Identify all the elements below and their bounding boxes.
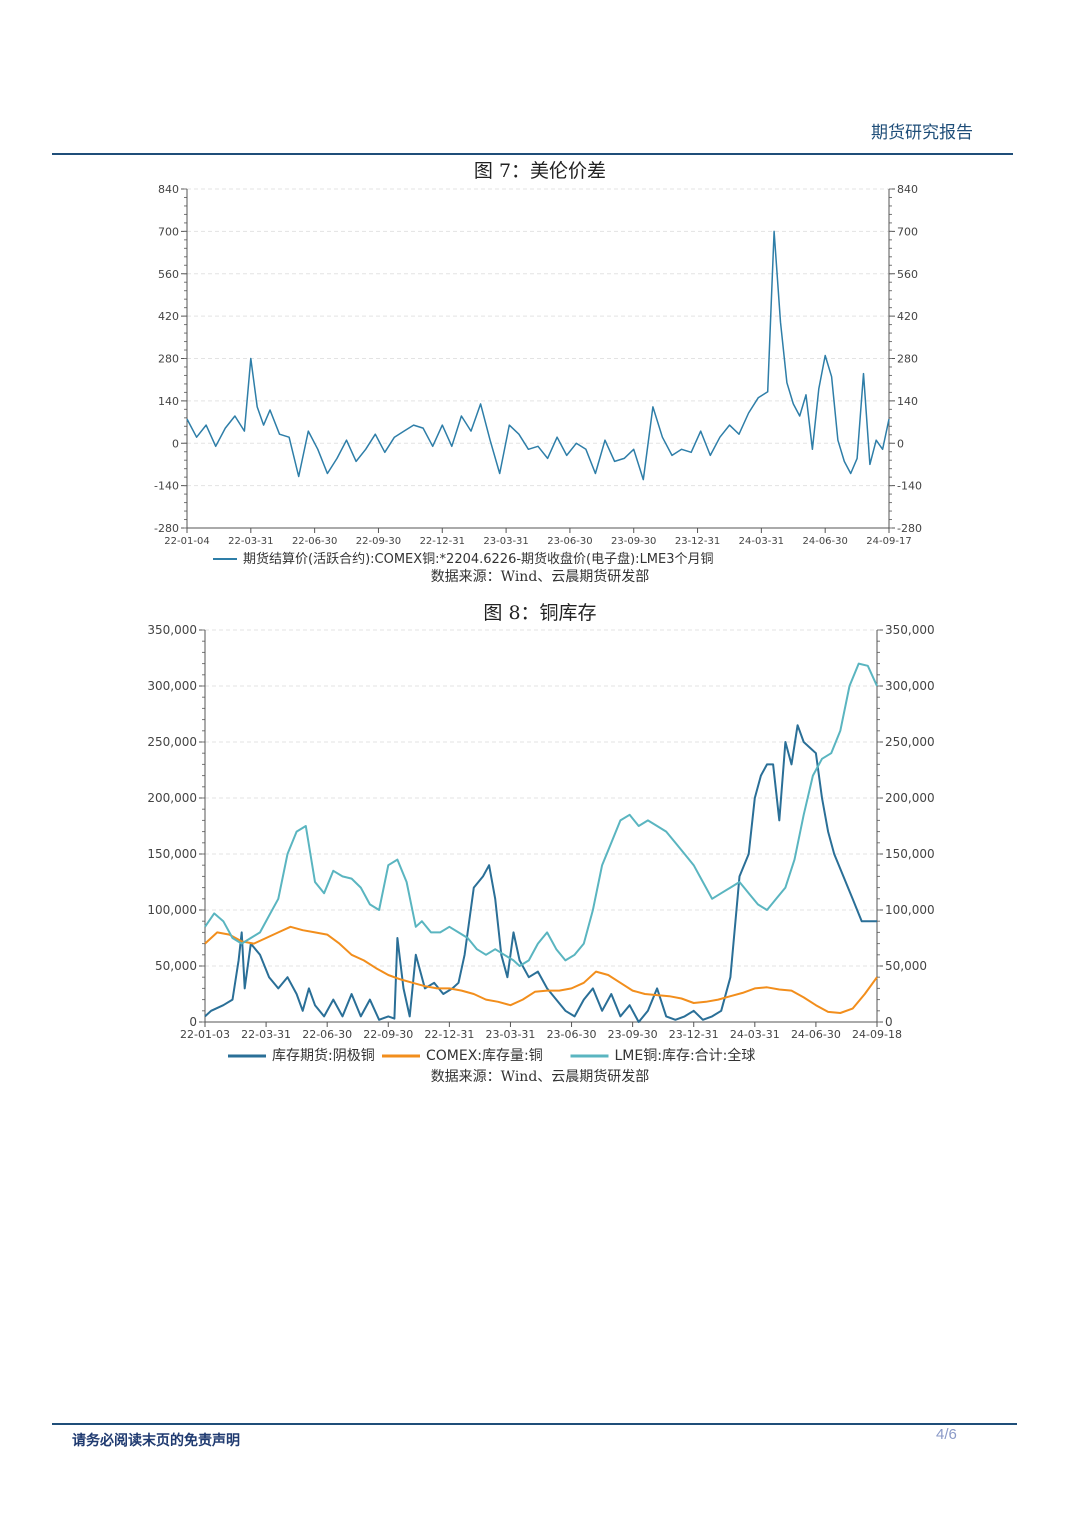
y-tick-label-right: 150,000 — [885, 847, 935, 861]
figure-8-title: 图 8：铜库存 — [483, 602, 597, 624]
y-tick-label-right: -280 — [897, 522, 922, 535]
x-tick-label: 22-12-31 — [420, 536, 465, 547]
figure-7-source: 数据来源：Wind、云晨期货研发部 — [430, 569, 650, 585]
y-tick-label: -140 — [154, 480, 179, 493]
y-tick-label-right: 280 — [897, 353, 918, 366]
series-line-1 — [204, 724, 877, 1023]
x-tick-label: 22-01-03 — [180, 1028, 230, 1041]
series-line-1 — [186, 230, 890, 481]
y-tick-label-right: 700 — [897, 225, 918, 238]
footer-divider — [52, 1423, 1017, 1425]
x-tick-label: 24-06-30 — [802, 536, 847, 547]
y-tick-label-right: 200,000 — [885, 791, 935, 805]
series-line-3 — [204, 662, 878, 967]
copper-inventory-chart: 0 0 50,000 50,000 100,000 100,000 150,000 150,0… — [147, 623, 935, 1064]
y-tick-label: 0 — [189, 1015, 197, 1029]
y-tick-label: 840 — [158, 183, 179, 196]
y-tick-label: 250,000 — [147, 735, 197, 749]
y-tick-label-right: 420 — [897, 310, 918, 323]
x-tick-label: 23-03-31 — [483, 536, 528, 547]
x-tick-label: 22-03-31 — [241, 1028, 291, 1041]
legend-label: LME铜:库存:合计:全球 — [615, 1047, 756, 1064]
x-tick-label: 22-06-30 — [292, 536, 337, 547]
page-number: 4/6 — [936, 1426, 957, 1443]
x-tick-label: 22-03-31 — [228, 536, 273, 547]
y-tick-label-right: 250,000 — [885, 735, 935, 749]
figure-8-source: 数据来源：Wind、云晨期货研发部 — [430, 1069, 650, 1085]
y-tick-label: 0 — [172, 437, 179, 450]
x-tick-label: 24-06-30 — [791, 1028, 841, 1041]
legend-label: 期货结算价(活跃合约):COMEX铜:*2204.6226-期货收盘价(电子盘)… — [243, 551, 714, 565]
x-tick-label: 22-12-31 — [424, 1028, 474, 1041]
price-spread-chart: -280 -280 -140 -140 0 0 140 140 280 280 420 420 560 5… — [154, 183, 922, 565]
x-tick-label: 23-03-31 — [485, 1028, 535, 1041]
y-tick-label: 280 — [158, 353, 179, 366]
y-tick-label: 50,000 — [155, 959, 197, 973]
x-tick-label: 23-06-30 — [547, 1028, 597, 1041]
y-tick-label-right: 350,000 — [885, 623, 935, 637]
y-tick-label-right: 560 — [897, 268, 918, 281]
y-tick-label: -280 — [154, 522, 179, 535]
x-tick-label: 24-09-18 — [852, 1028, 902, 1041]
legend-label: COMEX:库存量:铜 — [426, 1048, 543, 1064]
y-tick-label-right: 0 — [885, 1015, 893, 1029]
x-tick-label: 23-06-30 — [547, 536, 592, 547]
figure-7-title: 图 7：美伦价差 — [473, 160, 607, 182]
y-tick-label-right: 300,000 — [885, 679, 935, 693]
x-tick-label: 22-09-30 — [356, 536, 401, 547]
y-tick-label: 350,000 — [147, 623, 197, 637]
x-tick-label: 23-09-30 — [608, 1028, 658, 1041]
series-line-2 — [204, 925, 878, 1014]
y-tick-label-right: 50,000 — [885, 959, 927, 973]
x-tick-label: 24-09-17 — [866, 536, 911, 547]
y-tick-label: 150,000 — [147, 847, 197, 861]
report-header-title: 期货研究报告 — [871, 123, 973, 143]
y-tick-label: 140 — [158, 395, 179, 408]
y-tick-label: 100,000 — [147, 903, 197, 917]
y-tick-label: 700 — [158, 225, 179, 238]
header-divider — [52, 153, 1013, 155]
x-tick-label: 23-09-30 — [611, 536, 656, 547]
y-tick-label-right: 840 — [897, 183, 918, 196]
y-tick-label-right: 0 — [897, 437, 904, 450]
y-tick-label: 560 — [158, 268, 179, 281]
x-tick-label: 23-12-31 — [669, 1028, 719, 1041]
y-tick-label: 420 — [158, 310, 179, 323]
x-tick-label: 22-01-04 — [164, 536, 209, 547]
y-tick-label: 300,000 — [147, 679, 197, 693]
disclaimer-note: 请务必阅读末页的免责声明 — [72, 1433, 240, 1449]
x-tick-label: 24-03-31 — [739, 536, 784, 547]
y-tick-label-right: 100,000 — [885, 903, 935, 917]
x-tick-label: 23-12-31 — [675, 536, 720, 547]
y-tick-label-right: -140 — [897, 480, 922, 493]
legend-label: 库存期货:阴极铜 — [272, 1047, 375, 1064]
x-tick-label: 22-06-30 — [302, 1028, 352, 1041]
x-tick-label: 24-03-31 — [730, 1028, 780, 1041]
y-tick-label: 200,000 — [147, 791, 197, 805]
y-tick-label-right: 140 — [897, 395, 918, 408]
x-tick-label: 22-09-30 — [363, 1028, 413, 1041]
